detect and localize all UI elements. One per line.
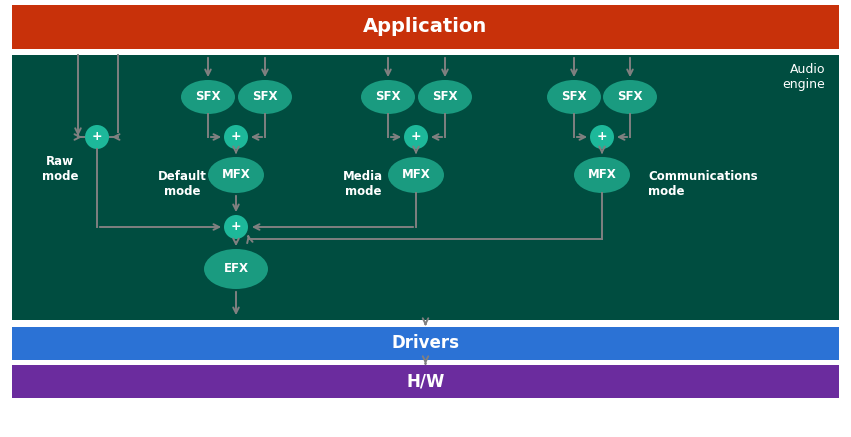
Ellipse shape	[418, 80, 472, 114]
Text: MFX: MFX	[221, 169, 250, 181]
Ellipse shape	[208, 157, 264, 193]
Text: Media
mode: Media mode	[343, 170, 383, 198]
Bar	[12, 55, 839, 320]
Ellipse shape	[181, 80, 235, 114]
Ellipse shape	[603, 80, 657, 114]
Text: Application: Application	[363, 17, 488, 37]
Text: EFX: EFX	[224, 263, 248, 275]
Text: Audio
engine: Audio engine	[782, 63, 825, 91]
Text: Communications
mode: Communications mode	[648, 170, 757, 198]
Bar	[12, 5, 839, 49]
Ellipse shape	[547, 80, 601, 114]
Ellipse shape	[204, 249, 268, 289]
Text: SFX: SFX	[562, 90, 586, 104]
Text: SFX: SFX	[195, 90, 220, 104]
Circle shape	[404, 125, 428, 149]
Text: Raw
mode: Raw mode	[42, 155, 78, 183]
Ellipse shape	[361, 80, 415, 114]
Text: +: +	[597, 131, 608, 143]
Text: MFX: MFX	[588, 169, 616, 181]
Text: +: +	[411, 131, 421, 143]
Text: +: +	[92, 131, 102, 143]
Text: H/W: H/W	[406, 372, 445, 391]
Text: MFX: MFX	[402, 169, 431, 181]
Circle shape	[224, 215, 248, 239]
Bar	[12, 365, 839, 398]
Ellipse shape	[388, 157, 444, 193]
Text: SFX: SFX	[617, 90, 643, 104]
Text: +: +	[231, 221, 242, 233]
Circle shape	[590, 125, 614, 149]
Ellipse shape	[574, 157, 630, 193]
Text: SFX: SFX	[432, 90, 458, 104]
Circle shape	[224, 125, 248, 149]
Ellipse shape	[238, 80, 292, 114]
Bar	[12, 327, 839, 360]
Text: SFX: SFX	[252, 90, 277, 104]
Circle shape	[85, 125, 109, 149]
Text: Default
mode: Default mode	[157, 170, 207, 198]
Text: SFX: SFX	[375, 90, 401, 104]
Text: +: +	[231, 131, 242, 143]
Text: Drivers: Drivers	[391, 334, 460, 353]
